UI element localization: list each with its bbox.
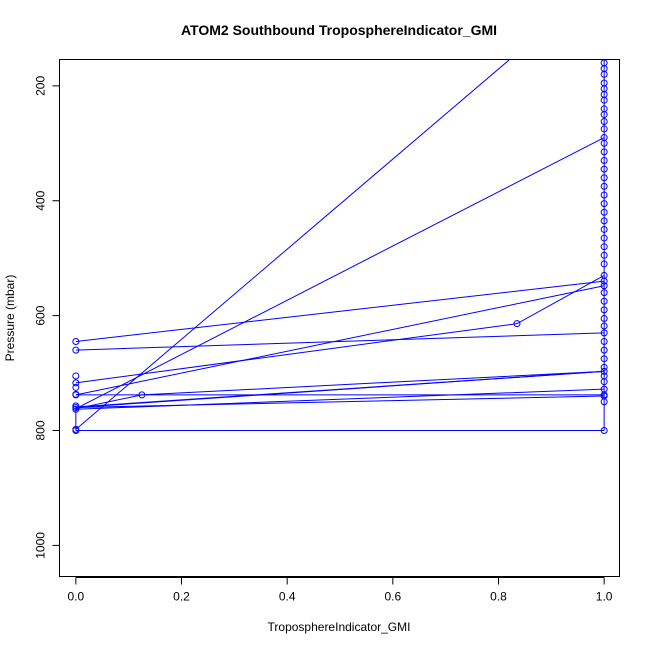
- data-point: [600, 315, 608, 322]
- x-tick-label: 1.0: [596, 590, 613, 604]
- x-axis: 0.0 0.2 0.4 0.6 0.8 1.0: [68, 577, 613, 604]
- data-point: [600, 139, 608, 147]
- x-tick-label: 0.4: [279, 590, 296, 604]
- data-point: [600, 191, 608, 199]
- data-point: [600, 200, 608, 208]
- y-axis: 200 400 600 800 1000: [34, 76, 60, 559]
- data-point: [600, 174, 608, 182]
- data-point: [72, 379, 80, 387]
- data-point: [72, 346, 80, 354]
- data-point: [600, 346, 608, 354]
- x-tick-label: 0.0: [68, 590, 85, 604]
- data-point: [600, 322, 608, 330]
- data-point: [600, 182, 608, 190]
- data-point: [600, 367, 608, 375]
- data-point: [600, 398, 608, 406]
- data-point: [72, 425, 80, 433]
- data-point: [600, 260, 608, 268]
- y-axis-label: Pressure (mbar): [3, 275, 17, 362]
- x-axis-label: TroposphereIndicator_GMI: [268, 620, 411, 634]
- data-point: [600, 96, 608, 104]
- y-tick-label: 600: [34, 305, 48, 325]
- series-line: [75, 370, 605, 408]
- series-line: [75, 60, 510, 430]
- series-line: [75, 285, 605, 396]
- data-point: [600, 363, 608, 371]
- series-line: [75, 395, 605, 409]
- series-line: [75, 332, 605, 351]
- data-point: [600, 217, 608, 225]
- chart-title: ATOM2 Southbound TroposphereIndicator_GM…: [181, 22, 497, 38]
- data-point: [600, 165, 608, 173]
- data-point: [600, 427, 608, 435]
- data-point: [600, 289, 608, 297]
- data-point: [600, 234, 608, 242]
- data-point: [600, 297, 608, 305]
- series-line: [75, 280, 605, 342]
- data-point: [600, 225, 608, 233]
- data-point: [600, 306, 608, 314]
- data-point: [72, 402, 80, 410]
- data-point: [138, 391, 146, 399]
- data-point: [600, 378, 608, 386]
- data-point: [600, 277, 608, 285]
- x-tick-label: 0.6: [384, 590, 401, 604]
- data-point: [600, 148, 608, 156]
- data-point: [600, 111, 608, 119]
- data-point: [600, 329, 608, 337]
- y-tick-label: 200: [34, 76, 48, 96]
- data-point: [72, 337, 80, 345]
- series-line: [75, 274, 605, 384]
- data-point: [600, 355, 608, 363]
- y-tick-label: 1000: [34, 532, 48, 559]
- plot-frame: [59, 59, 620, 577]
- data-point: [600, 117, 608, 125]
- series-line: [75, 137, 605, 410]
- data-point: [600, 243, 608, 251]
- x-tick-label: 0.8: [490, 590, 507, 604]
- data-point: [600, 337, 608, 345]
- data-point: [600, 125, 608, 133]
- data-point: [600, 282, 608, 290]
- data-point: [72, 372, 80, 380]
- y-tick-label: 400: [34, 190, 48, 210]
- data-point: [600, 208, 608, 216]
- data-point: [600, 251, 608, 259]
- data-point: [72, 390, 80, 398]
- data-point: [72, 383, 80, 391]
- data-point: [513, 320, 521, 328]
- x-tick-label: 0.2: [173, 590, 190, 604]
- data-point: [600, 157, 608, 165]
- y-tick-label: 800: [34, 420, 48, 440]
- plot-area: [72, 60, 608, 435]
- data-point: [600, 70, 608, 78]
